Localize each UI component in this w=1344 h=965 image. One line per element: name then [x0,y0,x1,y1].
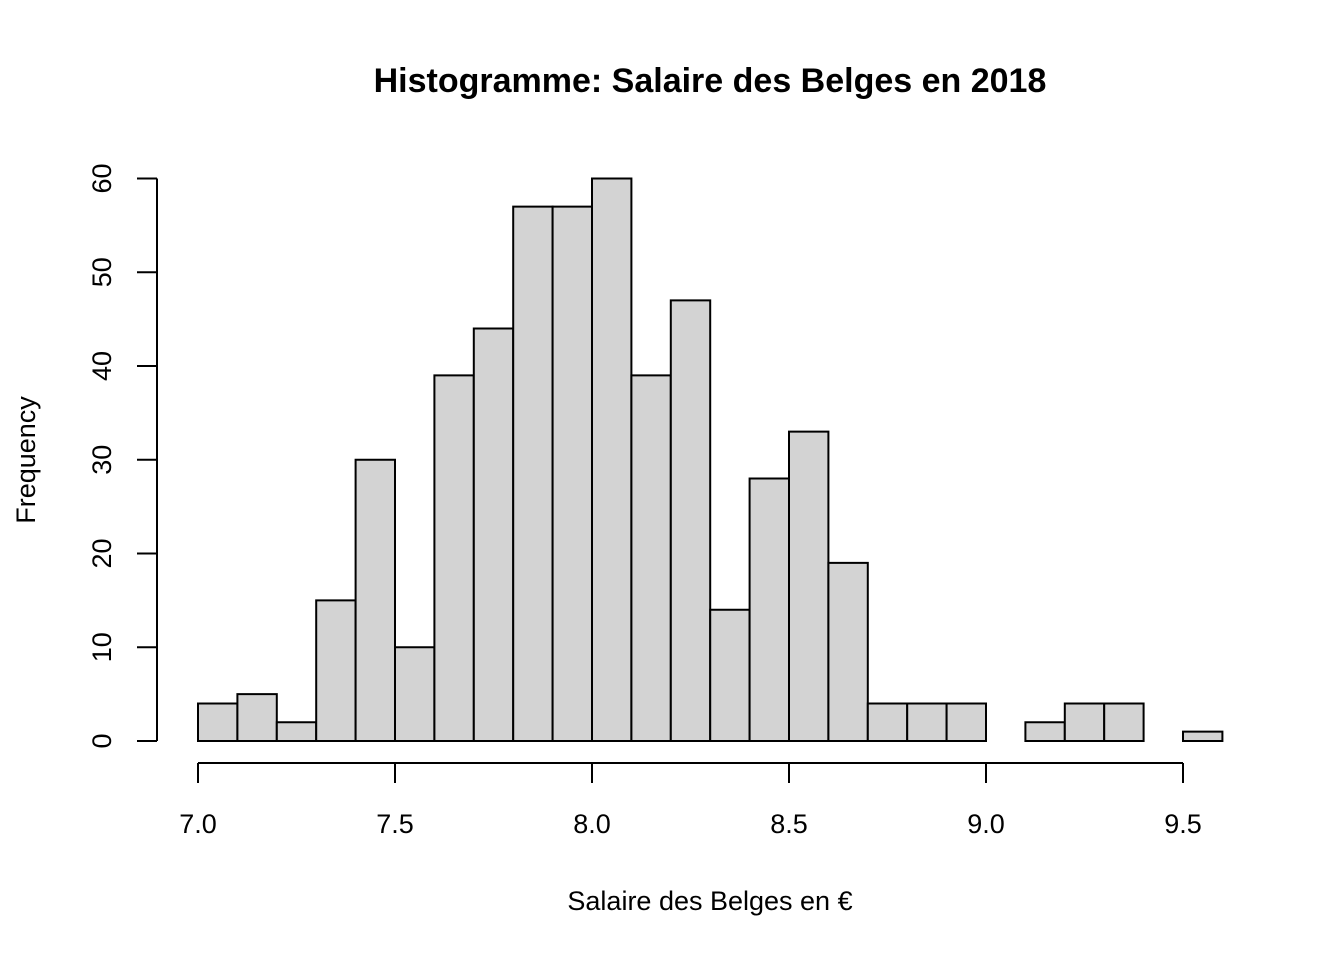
histogram-bar [1182,730,1224,742]
x-tick-label: 8.0 [573,809,611,839]
histogram-bar [512,205,554,742]
histogram-bar [394,646,436,742]
histogram-bar [551,205,593,742]
histogram-bar [906,702,948,742]
x-tick-label: 8.5 [770,809,808,839]
y-tick-label: 60 [87,163,117,193]
x-tick-label: 7.5 [376,809,414,839]
y-tick-label: 30 [87,445,117,475]
histogram-bar [315,599,357,742]
histogram-bar [788,430,830,742]
y-tick-label: 20 [87,538,117,568]
histogram-bar [236,693,278,742]
histogram-bar [827,561,869,742]
histogram-bar [275,721,318,742]
histogram-bar [1063,702,1106,742]
x-tick-label: 9.0 [967,809,1005,839]
chart-title: Histogramme: Salaire des Belges en 2018 [374,62,1047,100]
y-tick-label: 10 [87,632,117,662]
histogram-bar [630,374,672,742]
histogram-bar [197,702,239,742]
y-tick-label: 40 [87,351,117,381]
y-tick-label: 50 [87,257,117,287]
histogram-bar [866,702,909,742]
histogram-bar [472,327,515,742]
x-tick-label: 7.0 [179,809,217,839]
x-tick-label: 9.5 [1164,809,1202,839]
histogram-bar [354,458,397,742]
x-axis: 7.0 7.5 8.0 8.5 9.0 9.5 [179,762,1202,839]
x-axis-label: Salaire des Belges en € [567,886,852,916]
histogram-bar [591,177,633,742]
y-axis-label: Frequency [11,396,41,524]
bars-group [197,177,1224,742]
histogram-bar [433,374,475,742]
histogram-bar [945,702,987,742]
histogram-bar [1103,702,1145,742]
y-tick-label: 0 [87,733,117,748]
histogram-bar [669,299,712,742]
histogram-bar [709,608,751,742]
y-axis: 0 10 20 30 40 50 60 [87,163,158,749]
histogram-bar [748,477,790,742]
histogram-bar [1024,721,1066,742]
